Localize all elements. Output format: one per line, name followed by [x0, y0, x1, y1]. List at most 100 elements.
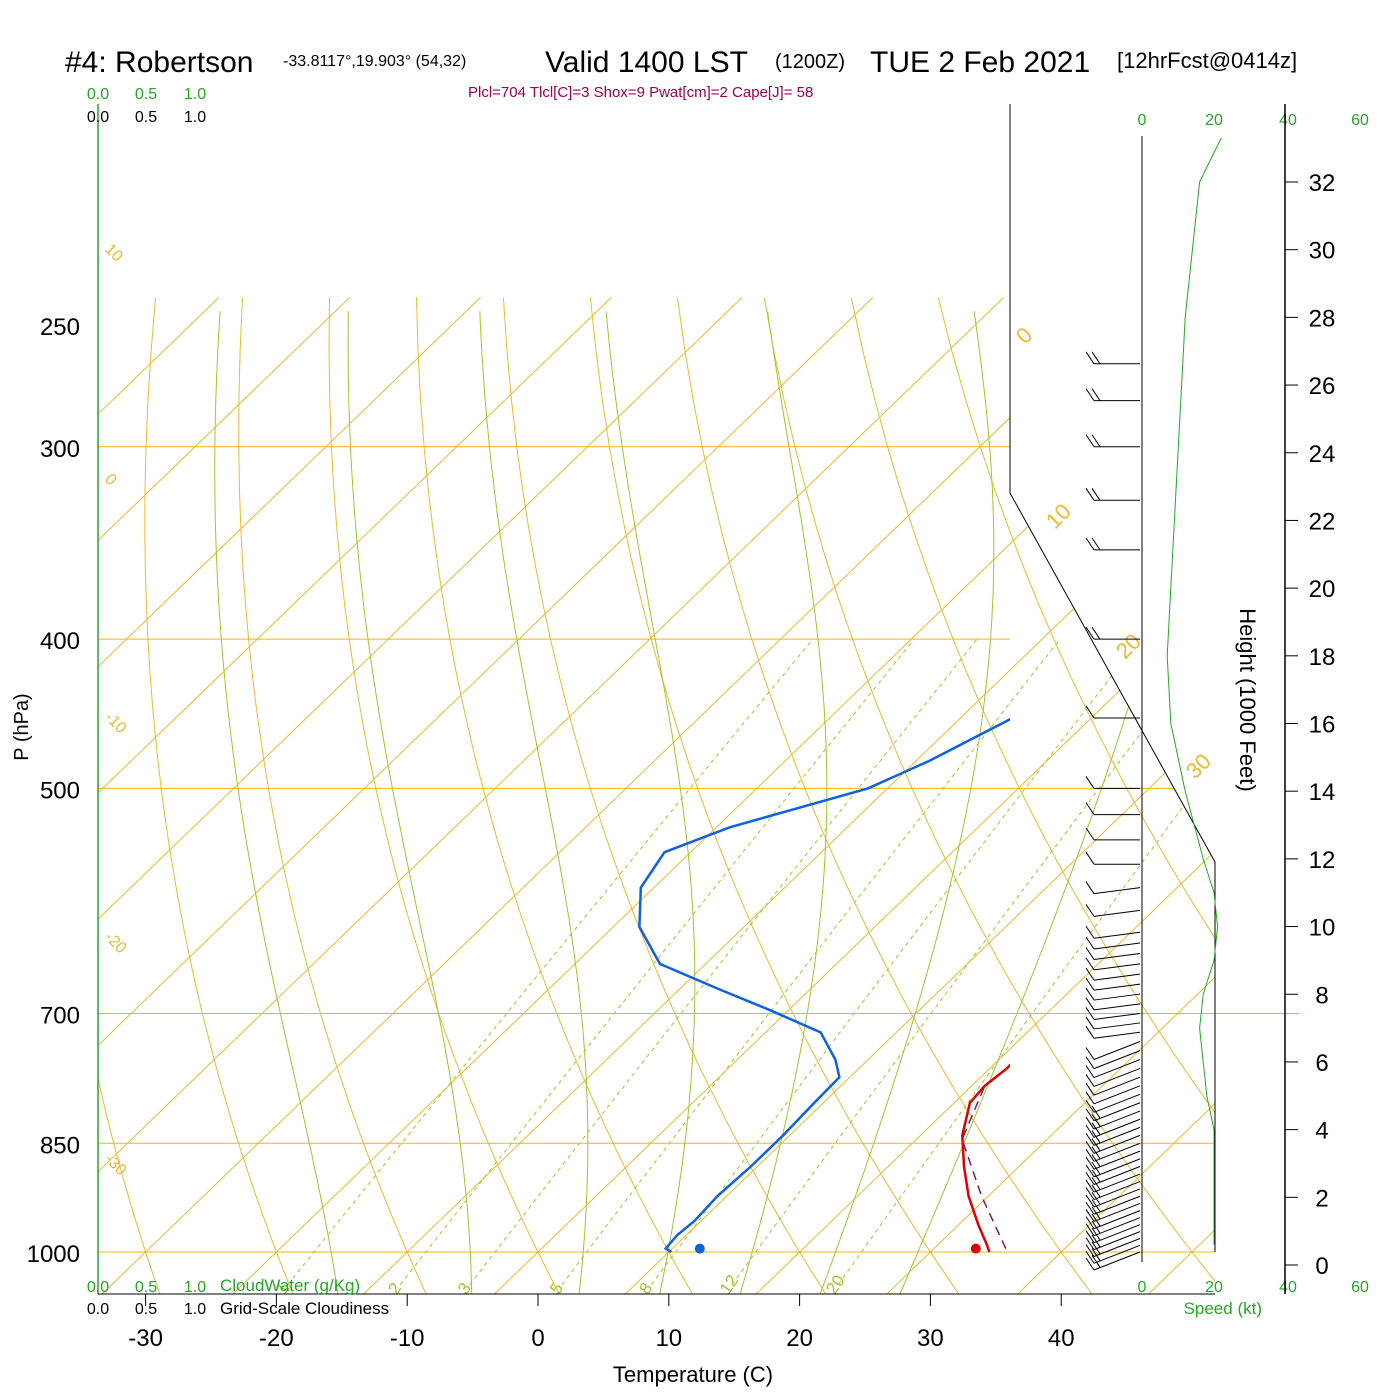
mixing-ratio-line [731, 638, 1213, 1285]
pressure-tick-label: 850 [40, 1132, 80, 1159]
dry-adiabat-line [1373, 298, 1400, 1316]
dry-adiabat-line [98, 297, 168, 1294]
height-tick-label: 0 [1315, 1253, 1328, 1280]
wind-barb-staff [1093, 993, 1141, 1001]
cloudiness-scale-label: 1.0 [184, 1301, 206, 1318]
wind-barb-flag [1091, 537, 1101, 551]
theta-label: 0 [1011, 322, 1037, 348]
wind-barb-flag [1085, 776, 1095, 789]
wind-barb-flag [1085, 987, 1095, 1001]
isotherm-label: -20 [101, 929, 129, 957]
wind-barb-staff [1093, 973, 1141, 981]
cloudwater-scale-label: 0.0 [87, 1279, 109, 1296]
isotherm-label: 0 [101, 471, 119, 489]
wind-speed-line [1166, 137, 1222, 1245]
theta-label: 10 [1041, 499, 1076, 534]
wind-barb-staff [1093, 931, 1141, 939]
isotherm-line [1001, 297, 1215, 1294]
isotherm-line [98, 297, 350, 1294]
wind-barb-flag [1085, 1065, 1095, 1078]
wind-barb-staff [1093, 1142, 1141, 1162]
dry-adiabat-line [1286, 298, 1400, 1316]
wind-barb-flag [1085, 1091, 1095, 1105]
wind-barb-staff [1093, 1134, 1141, 1154]
wind-barb-flag [1091, 488, 1101, 501]
cloudiness-scale-label: 0.5 [135, 1301, 157, 1318]
speed-scale-label: 0 [1138, 112, 1147, 129]
height-tick-label: 22 [1309, 508, 1336, 535]
wind-barb-flag [1085, 1257, 1095, 1271]
wind-barb-flag [1085, 967, 1095, 981]
mixing-ratio-line [837, 638, 1215, 1285]
wind-barb-flag [1085, 1133, 1095, 1146]
moist-adiabat-line [479, 311, 589, 1294]
height-tick-label: 14 [1309, 779, 1336, 806]
wind-barb-staff [1093, 1085, 1141, 1105]
wind-barb-flag [1085, 1156, 1095, 1170]
x-axis-label: Temperature (C) [613, 1362, 773, 1387]
title-station: #4: Robertson [65, 46, 253, 79]
wind-barb-staff [1093, 1012, 1141, 1020]
wind-barb-flag [1085, 1164, 1095, 1178]
wind-barb-staff [1093, 1202, 1141, 1222]
moist-adiabat-lines [214, 311, 1209, 1294]
wind-barb-flag [1091, 388, 1101, 401]
wind-barb-staff [1093, 1231, 1141, 1251]
cloudiness-label: Grid-Scale Cloudiness [220, 1299, 389, 1318]
cloudwater-scale-label: 0.0 [87, 86, 109, 103]
pressure-tick-label: 400 [40, 628, 80, 655]
wind-barb-flag [1085, 1016, 1095, 1030]
isobar-lines [98, 446, 1300, 1253]
wind-barb-flag [1085, 537, 1095, 551]
x-tick-label: -10 [390, 1325, 425, 1352]
height-tick-label: 24 [1309, 441, 1336, 468]
mixing-ratio-line [650, 638, 1141, 1285]
height-tick-label: 10 [1309, 915, 1336, 942]
wind-barb-flag [1085, 1244, 1095, 1257]
height-tick-label: 8 [1315, 982, 1328, 1009]
isotherm-line [98, 297, 481, 1294]
isotherm-label: 10 [101, 241, 126, 266]
wind-barb-flag [1085, 1201, 1095, 1215]
mixing-ratio-lines: 1 2 3 5 8 12 20 [272, 638, 1215, 1294]
cloudiness-scale-label: 0.5 [135, 109, 157, 126]
wind-barb-flag [1091, 1227, 1101, 1241]
wind-barb-flag [1085, 1108, 1095, 1122]
wind-barb-staff [1093, 1003, 1141, 1011]
dry-adiabat-line [328, 297, 572, 1294]
isotherm-line [477, 297, 1215, 1294]
isotherm-line [608, 297, 1215, 1294]
height-tick-label: 28 [1309, 305, 1336, 332]
wind-barb-staff [1093, 1166, 1141, 1185]
wind-barb-flag [1085, 388, 1095, 401]
moist-adiabat-line [605, 311, 696, 1294]
speed-scale-label: 60 [1351, 1279, 1369, 1296]
wind-barb-staff [1093, 1181, 1141, 1200]
x-tick-label: 20 [786, 1325, 813, 1352]
x-tick-label: 30 [917, 1325, 944, 1352]
x-tick-label: -30 [128, 1325, 163, 1352]
moist-adiabat-line [214, 311, 342, 1294]
title-utc: (1200Z) [775, 51, 845, 73]
wind-barb-staff [1093, 1110, 1141, 1130]
isotherm-lines [98, 297, 1215, 1294]
wind-barb-staff [1093, 1210, 1141, 1230]
wind-barb-staff [1093, 953, 1141, 961]
wind-barb-flag [1085, 1116, 1095, 1130]
wind-barb-flag [1085, 1047, 1095, 1060]
wind-barb-staff [1093, 1118, 1141, 1138]
isotherm-line [1131, 297, 1215, 1294]
height-tick-label: 2 [1315, 1185, 1328, 1212]
wind-barb-staff [1093, 1195, 1141, 1215]
wind-barb-flag [1091, 351, 1101, 365]
wind-barb-flag [1085, 802, 1095, 815]
pressure-tick-label: 300 [40, 436, 80, 463]
wind-barb-flag [1091, 1241, 1101, 1255]
wind-barb-flag [1085, 1007, 1095, 1020]
wind-barb-flag [1085, 977, 1095, 991]
wind-barb-staff [1093, 1158, 1141, 1178]
isotherm-line [347, 297, 1215, 1294]
dry-adiabat-line [850, 297, 1215, 1294]
isotherm-label: -10 [101, 709, 129, 737]
